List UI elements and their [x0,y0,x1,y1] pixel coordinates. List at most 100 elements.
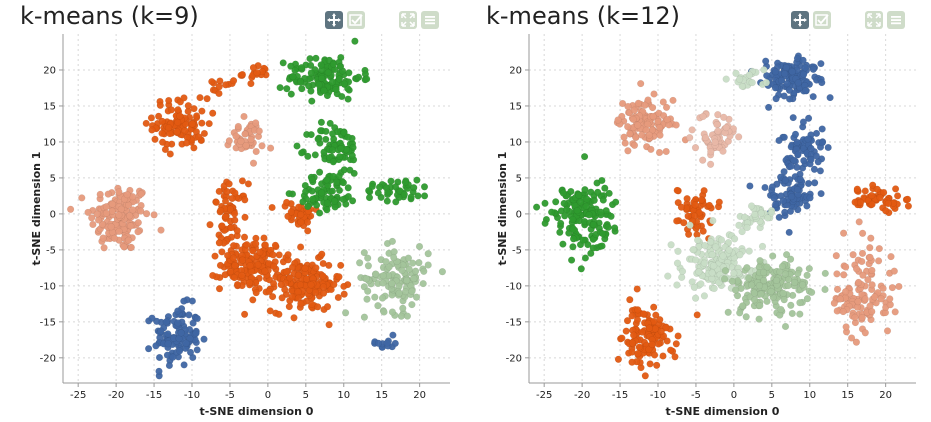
scatter-point [261,267,269,275]
scatter-point [307,281,315,289]
scatter-point [230,242,238,250]
scatter-point [335,75,343,83]
scatter-point [886,295,894,303]
scatter-point [796,310,804,318]
scatter-point [712,243,720,251]
scatter-point [854,298,862,306]
scatter-point [751,210,759,219]
scatter-point [624,147,632,155]
scatter-point [419,280,427,288]
scatter-point [667,241,675,249]
scatter-point [777,305,785,314]
menu-icon[interactable] [421,11,439,29]
scatter-point [793,186,802,194]
scatter-point [117,205,125,213]
scatter-point [276,83,284,92]
scatter-point [645,131,653,139]
scatter-point [319,283,328,291]
scatter-point [169,353,177,361]
scatter-plot-k12[interactable]: -25 -20 -15 -10 -5 0 5 10 15 20 -20 -15 -10 -5 0 5 10 15 2… [466,0,931,422]
scatter-point [685,230,693,238]
scatter-point [671,353,679,361]
scatter-point [584,241,592,249]
scatter-point [360,249,368,257]
scatter-point [672,340,680,348]
scatter-point [365,194,374,202]
scatter-point [793,163,801,172]
scatter-point [614,355,623,363]
scatter-point [134,219,142,227]
scatter-point [317,61,325,69]
select-icon[interactable] [813,11,831,29]
scatter-point [816,167,825,175]
scatter-point [308,175,316,184]
scatter-point [809,92,817,101]
scatter-point [296,78,305,86]
scatter-point [562,206,571,214]
scatter-point [644,120,652,128]
scatter-point [248,268,256,276]
scatter-plot-k9[interactable]: -25 -20 -15 -10 -5 0 5 10 15 20 -20 -15 -10 -5 0 5 10 15 2… [0,0,465,422]
x-tick-label: 5 [303,390,309,401]
scatter-point [318,250,326,258]
scatter-point [630,141,639,149]
scatter-point [229,254,237,262]
scatter-point [694,236,702,244]
scatter-point [817,59,825,68]
scatter-point [634,121,642,129]
scatter-point [788,68,796,76]
scatter-point [725,246,733,254]
scatter-point [642,126,650,134]
scatter-point [791,130,800,138]
scatter-point [678,267,687,276]
scatter-point [193,112,201,120]
scatter-point [167,106,176,114]
pan-icon[interactable] [325,11,343,29]
scatter-point [581,186,589,194]
scatter-point [329,158,337,166]
menu-icon[interactable] [887,11,905,29]
scatter-point [700,259,709,267]
scatter-point [378,294,387,302]
scatter-point [307,87,315,95]
scatter-point [623,317,632,325]
scatter-point [781,322,790,331]
scatter-point [88,214,96,222]
scatter-point [812,152,821,160]
scatter-point [686,221,694,229]
chart-title: k-means (k=9) [20,2,199,30]
scatter-point [868,266,876,275]
scatter-point [289,72,297,81]
scatter-point [634,350,642,358]
scatter-point [547,208,556,216]
pan-icon[interactable] [791,11,809,29]
scatter-point [715,198,723,206]
x-tick-label: 20 [413,390,426,401]
scatter-point [587,249,595,258]
scatter-point [383,197,391,205]
scatter-point [728,277,737,285]
scatter-point [760,276,768,285]
scatter-point [151,135,159,143]
scatter-point [719,252,727,260]
scatter-point [806,194,814,202]
scatter-point [789,113,797,122]
scatter-point [89,220,97,229]
scatter-point [691,144,700,152]
scatter-point [849,251,857,259]
scatter-point [657,327,665,336]
scatter-point [739,302,747,310]
scatter-point [374,339,383,347]
scatter-point [624,102,632,111]
scatter-point [407,193,415,201]
scatter-point [882,207,890,215]
y-axis-label: t-SNE dimension 1 [30,152,43,266]
scatter-point [721,275,729,283]
zoom-icon[interactable] [865,11,883,29]
scatter-point [632,133,640,141]
select-icon[interactable] [347,11,365,29]
scatter-point [614,116,622,124]
scatter-point [767,287,775,296]
scatter-point [732,286,740,294]
zoom-icon[interactable] [399,11,417,29]
